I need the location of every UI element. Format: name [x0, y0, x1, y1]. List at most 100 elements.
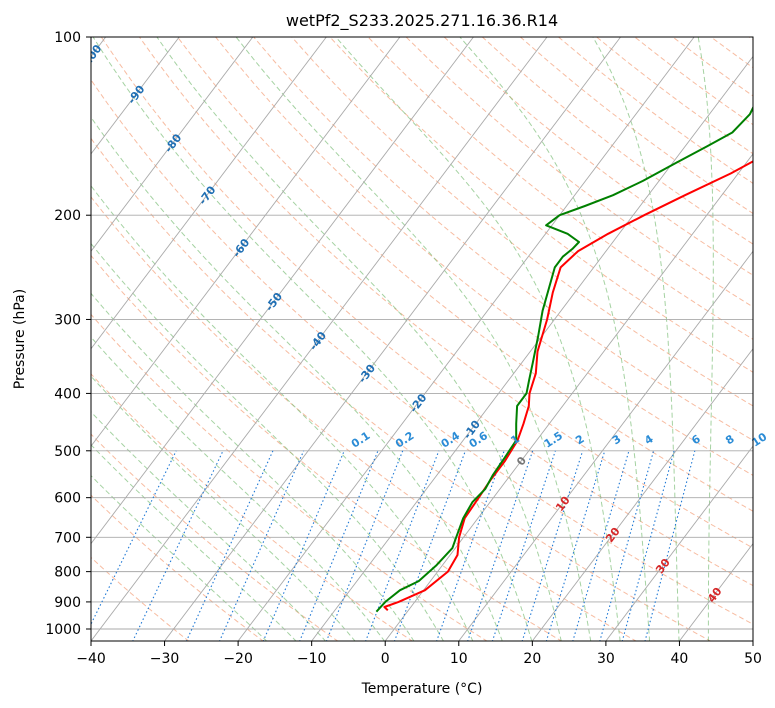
- mixing-ratio-label: 0.1: [349, 429, 372, 451]
- y-tick-label: 300: [54, 312, 81, 328]
- dry-adiabat-line: [100, 37, 753, 587]
- mixing-ratio-line: [132, 450, 224, 641]
- x-tick-label: −40: [76, 651, 106, 667]
- dry-adiabat-line: [329, 37, 753, 373]
- mixing-ratio-line: [572, 450, 630, 641]
- isotherm-label: -20: [407, 391, 430, 415]
- mixing-ratio-line: [325, 450, 404, 641]
- moist-adiabat-line: [91, 336, 386, 641]
- mixing-ratio-line: [218, 450, 305, 641]
- dry-adiabat-line: [634, 37, 753, 126]
- dry-adiabat-line: [367, 37, 753, 340]
- mixing-ratio-line: [436, 450, 505, 641]
- isotherm-line: [237, 37, 695, 641]
- x-tick-label: 50: [744, 651, 762, 667]
- dry-adiabat-line: [91, 433, 339, 641]
- y-tick-label: 500: [54, 444, 81, 460]
- moist-adiabat-line: [91, 184, 474, 641]
- y-tick-label: 900: [54, 595, 81, 611]
- dry-adiabat-line: [91, 137, 712, 641]
- isotherm-line: [91, 37, 180, 155]
- isotherm-line: [91, 37, 327, 350]
- isotherm-line: [605, 445, 753, 641]
- mixing-ratio-label: 8: [723, 432, 737, 447]
- moist-adiabat-line: [91, 474, 268, 641]
- moist-adiabat-line: [92, 37, 533, 641]
- x-tick-label: −10: [297, 651, 327, 667]
- plot-frame: [90, 36, 754, 642]
- dry-adiabat-line: [91, 196, 637, 641]
- x-tick-label: −30: [150, 651, 180, 667]
- moist-adiabat-line: [592, 37, 680, 641]
- mixing-ratio-lines: [91, 450, 696, 641]
- temperature-profile-line: [383, 160, 753, 612]
- y-tick-label: 800: [54, 565, 81, 581]
- isotherm-label: 10: [553, 494, 573, 514]
- dry-adiabat-line: [710, 37, 753, 69]
- dry-adiabat-line: [91, 556, 190, 641]
- y-tick-label: 100: [54, 30, 81, 46]
- mixing-ratio-line: [521, 450, 584, 641]
- moist-adiabat-line: [91, 444, 297, 641]
- isotherm-line: [91, 37, 474, 545]
- dry-adiabat-line: [91, 254, 563, 641]
- y-tick-label: 1000: [45, 622, 81, 638]
- sounding-profiles: [375, 105, 753, 613]
- mixing-ratio-line: [491, 450, 556, 641]
- moist-adiabat-line: [91, 116, 503, 641]
- isotherm-label: -70: [196, 183, 219, 207]
- mixing-ratio-label: 3: [610, 432, 624, 447]
- moist-adiabat-line: [335, 37, 621, 641]
- isotherm-label: -50: [263, 290, 286, 314]
- y-tick-label: 700: [54, 530, 81, 546]
- mixing-ratio-line: [545, 450, 606, 641]
- moist-adiabat-line: [235, 37, 592, 641]
- dry-adiabat-line: [481, 37, 753, 245]
- isotherm-line: [678, 542, 753, 641]
- isotherm-line: [531, 347, 753, 641]
- x-tick-label: 0: [381, 651, 390, 667]
- isotherm-line: [163, 37, 621, 641]
- x-tick-label: 20: [523, 651, 541, 667]
- moist-adiabat-line: [91, 242, 444, 641]
- x-axis-ticks: −40 −30 −20 −10 0 10 20 30 40 50: [76, 641, 762, 667]
- mixing-ratio-line: [365, 450, 440, 641]
- mixing-ratio-label: 4: [642, 432, 656, 447]
- mixing-ratio-line: [262, 450, 345, 641]
- mixing-ratio-line: [185, 450, 274, 641]
- dry-adiabat-line: [558, 37, 753, 184]
- moist-adiabat-line: [697, 37, 714, 641]
- dry-adiabat-line: [177, 37, 753, 512]
- dewpoint-profile-line: [375, 105, 753, 613]
- isotherm-line: [91, 37, 401, 447]
- isotherm-line: [458, 250, 753, 641]
- isotherm-line: [752, 640, 753, 641]
- y-axis-label: Pressure (hPa): [12, 289, 28, 389]
- mixing-ratio-label: 2: [573, 432, 587, 447]
- dry-adiabat-line: [672, 37, 753, 97]
- x-tick-label: −20: [223, 651, 253, 667]
- mixing-ratio-label: 0.2: [393, 429, 416, 451]
- isotherm-line: [91, 37, 548, 641]
- mixing-ratio-line: [91, 450, 177, 626]
- y-axis-ticks: 100 200 300 400 500 600 700 800 900 1000: [45, 30, 91, 638]
- background-lines: [91, 37, 753, 641]
- dry-adiabat-line: [91, 313, 488, 641]
- dry-adiabat-line: [215, 37, 753, 476]
- dry-adiabat-line: [443, 37, 753, 276]
- y-tick-label: 600: [54, 491, 81, 507]
- isotherm-line: [91, 37, 254, 253]
- isotherm-line: [384, 153, 753, 641]
- dry-adiabat-line: [91, 78, 753, 625]
- moist-adiabat-line: [91, 375, 356, 641]
- isotherm-label: -40: [307, 329, 330, 353]
- chart-title: wetPf2_S233.2025.271.16.36.R14: [286, 11, 558, 31]
- x-tick-label: 30: [597, 651, 615, 667]
- moist-adiabat-line: [91, 292, 415, 641]
- mixing-ratio-label: 0.4: [439, 429, 463, 451]
- y-tick-label: 400: [54, 386, 81, 402]
- isotherm-line: [311, 55, 753, 641]
